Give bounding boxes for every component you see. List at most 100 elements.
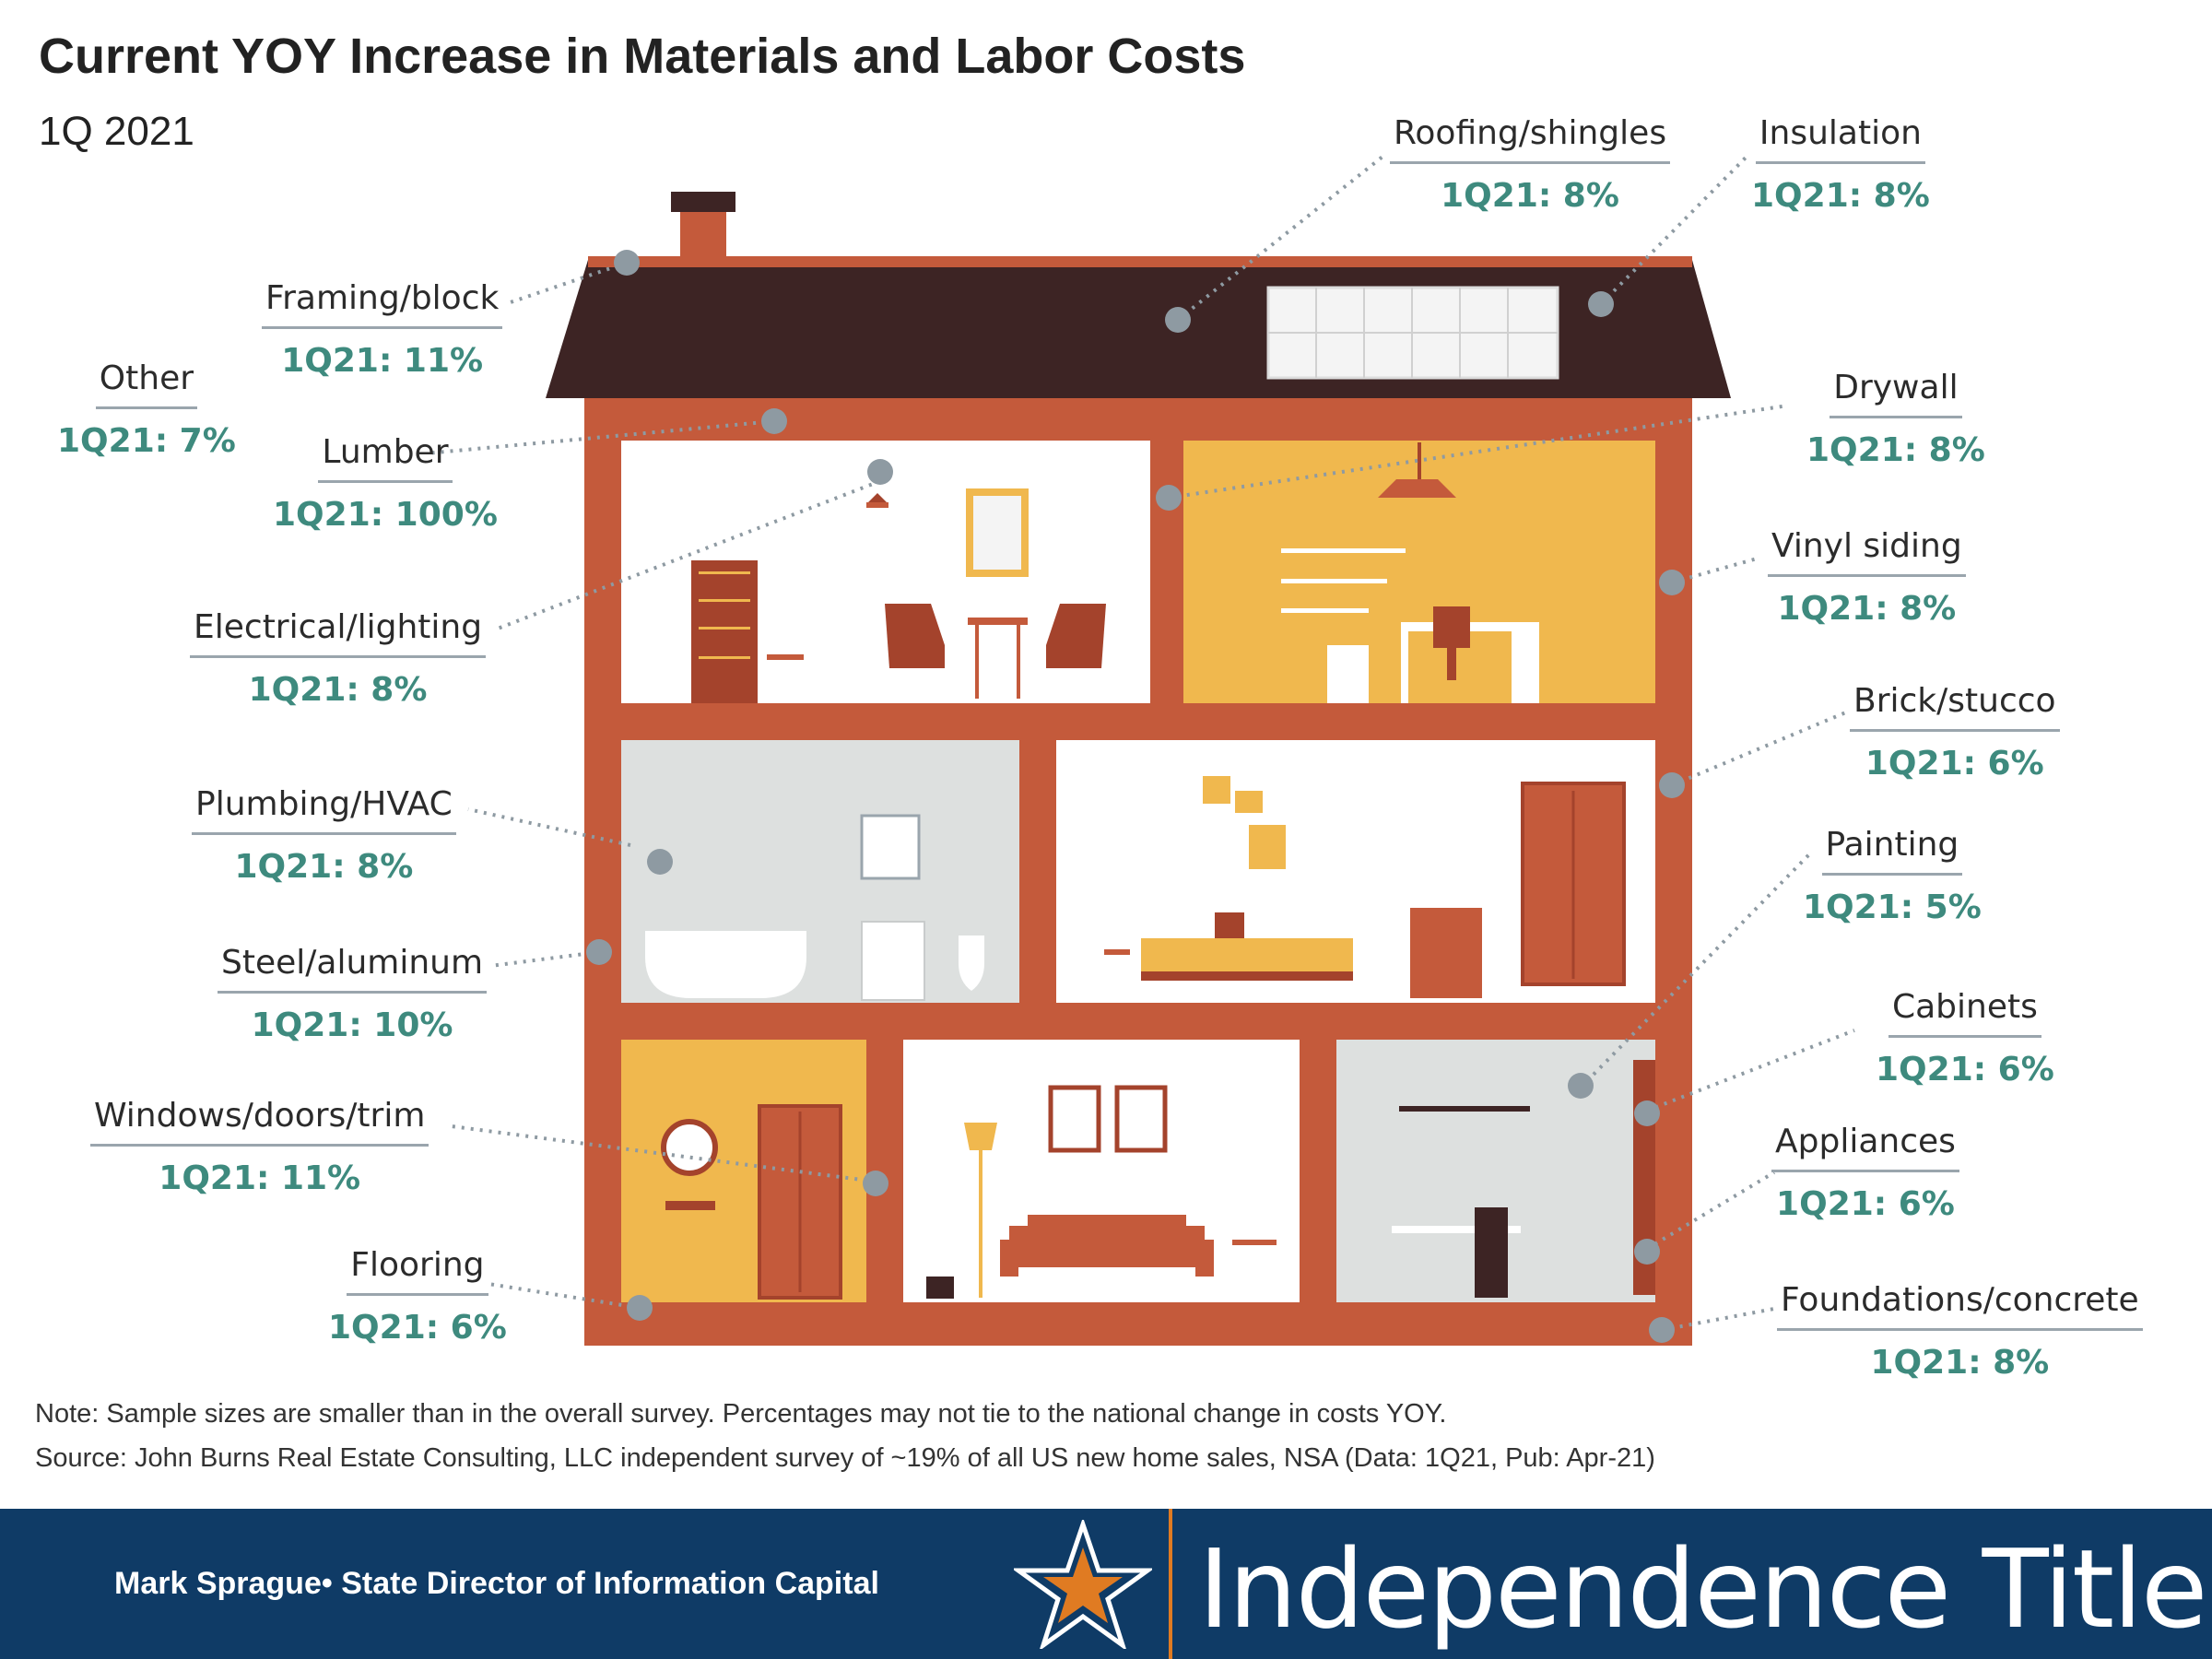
label-other: Other 1Q21: 7% <box>57 359 236 460</box>
roof-trim <box>588 256 1692 267</box>
kitchen-table <box>1392 1226 1521 1233</box>
label-name: Other <box>95 359 198 409</box>
label-value: 1Q21: 6% <box>1876 1051 2054 1088</box>
label-name: Roofing/shingles <box>1390 114 1671 164</box>
bathtub <box>645 931 806 998</box>
label-name: Painting <box>1821 826 1963 876</box>
label-cabinets: Cabinets 1Q21: 6% <box>1876 988 2054 1088</box>
shelf-2 <box>1281 579 1387 583</box>
footer-bar: Mark Sprague• State Director of Informat… <box>0 1509 2212 1659</box>
shelf-1 <box>1281 548 1406 553</box>
label-vinyl: Vinyl siding 1Q21: 8% <box>1768 527 1966 628</box>
label-value: 1Q21: 8% <box>1751 177 1930 215</box>
label-value: 1Q21: 8% <box>1806 431 1985 469</box>
label-name: Brick/stucco <box>1850 682 2060 732</box>
dot-framing <box>614 250 640 276</box>
label-steel: Steel/aluminum 1Q21: 10% <box>218 944 488 1044</box>
dot-brick <box>1659 772 1685 798</box>
footer-author: Mark Sprague• State Director of Informat… <box>114 1566 879 1601</box>
label-value: 1Q21: 5% <box>1803 888 1982 926</box>
dresser <box>1410 908 1482 998</box>
label-name: Steel/aluminum <box>218 944 488 994</box>
dot-painting <box>1568 1073 1594 1099</box>
stool <box>767 654 804 660</box>
connectors <box>425 155 1855 1332</box>
label-name: Cabinets <box>1888 988 2041 1038</box>
picture-2 <box>1114 1085 1168 1153</box>
star-logo-icon <box>1014 1520 1152 1649</box>
frame-2 <box>1235 791 1263 813</box>
chair-left <box>885 604 945 668</box>
frame-3 <box>1249 825 1286 869</box>
dot-cabinets <box>1634 1100 1660 1126</box>
solar-panel <box>1266 286 1559 380</box>
page-title: Current YOY Increase in Materials and La… <box>39 29 1246 84</box>
label-name: Insulation <box>1755 114 1925 164</box>
label-electrical: Electrical/lighting 1Q21: 8% <box>190 608 487 709</box>
chimney-cap <box>671 192 735 212</box>
kitchen-shelf <box>1399 1106 1530 1112</box>
dot-steel <box>586 939 612 965</box>
ceiling-lamp <box>1378 442 1456 498</box>
dot-foundations <box>1649 1317 1675 1343</box>
dot-electrical <box>867 459 893 485</box>
label-value: 1Q21: 10% <box>251 1006 453 1044</box>
label-foundations: Foundations/concrete 1Q21: 8% <box>1777 1281 2143 1382</box>
label-value: 1Q21: 6% <box>1865 745 2044 782</box>
label-plumbing: Plumbing/HVAC 1Q21: 8% <box>192 785 456 886</box>
label-value: 1Q21: 11% <box>159 1159 361 1197</box>
sink-cabinet <box>861 921 925 1001</box>
dot-plumbing <box>647 849 673 875</box>
label-value: 1Q21: 11% <box>281 342 484 380</box>
label-value: 1Q21: 100% <box>273 496 498 534</box>
side-table <box>968 618 1028 625</box>
label-framing: Framing/block 1Q21: 11% <box>262 279 503 380</box>
label-painting: Painting 1Q21: 5% <box>1803 826 1982 926</box>
dot-flooring <box>627 1295 653 1321</box>
chimney <box>680 207 726 263</box>
label-name: Appliances <box>1771 1123 1959 1172</box>
label-name: Electrical/lighting <box>190 608 487 658</box>
lounge-stool <box>1232 1240 1277 1245</box>
picture-1 <box>1048 1085 1101 1153</box>
label-value: 1Q21: 8% <box>248 671 428 709</box>
dot-lumber <box>761 408 787 434</box>
sofa <box>1000 1226 1214 1277</box>
label-value: 1Q21: 8% <box>234 848 414 886</box>
kitchen-chair <box>1475 1207 1508 1298</box>
dot-appliances <box>1634 1239 1660 1265</box>
label-flooring: Flooring 1Q21: 6% <box>328 1246 507 1347</box>
label-name: Plumbing/HVAC <box>192 785 456 835</box>
drawer-cabinet <box>1327 645 1369 703</box>
hall-table <box>665 1201 715 1210</box>
label-windows: Windows/doors/trim 1Q21: 11% <box>90 1097 429 1197</box>
plant-pot <box>926 1277 954 1299</box>
label-name: Vinyl siding <box>1768 527 1966 577</box>
label-value: 1Q21: 8% <box>1777 590 1957 628</box>
dot-roofing <box>1165 307 1191 333</box>
label-value: 1Q21: 6% <box>1776 1185 1955 1223</box>
toilet <box>959 935 984 991</box>
label-drywall: Drywall 1Q21: 8% <box>1806 369 1985 469</box>
frame-1 <box>1203 776 1230 804</box>
label-roofing: Roofing/shingles 1Q21: 8% <box>1390 114 1671 215</box>
connector-dots <box>586 250 1685 1343</box>
dot-vinyl <box>1659 570 1685 595</box>
bed-lamp <box>1104 949 1130 955</box>
label-value: 1Q21: 7% <box>57 422 236 460</box>
floor-lamp <box>964 1123 997 1150</box>
label-name: Foundations/concrete <box>1777 1281 2143 1331</box>
label-brick: Brick/stucco 1Q21: 6% <box>1850 682 2060 782</box>
chair-right <box>1046 604 1106 668</box>
bathroom-mirror <box>860 814 921 880</box>
label-insulation: Insulation 1Q21: 8% <box>1751 114 1930 215</box>
label-value: 1Q21: 8% <box>1870 1344 2050 1382</box>
label-value: 1Q21: 8% <box>1441 177 1619 215</box>
label-name: Flooring <box>347 1246 488 1296</box>
label-name: Lumber <box>318 433 453 483</box>
page-subtitle: 1Q 2021 <box>39 109 194 154</box>
label-value: 1Q21: 6% <box>328 1309 507 1347</box>
label-name: Drywall <box>1830 369 1962 418</box>
dot-windows <box>863 1171 888 1196</box>
dot-insulation <box>1588 291 1614 317</box>
